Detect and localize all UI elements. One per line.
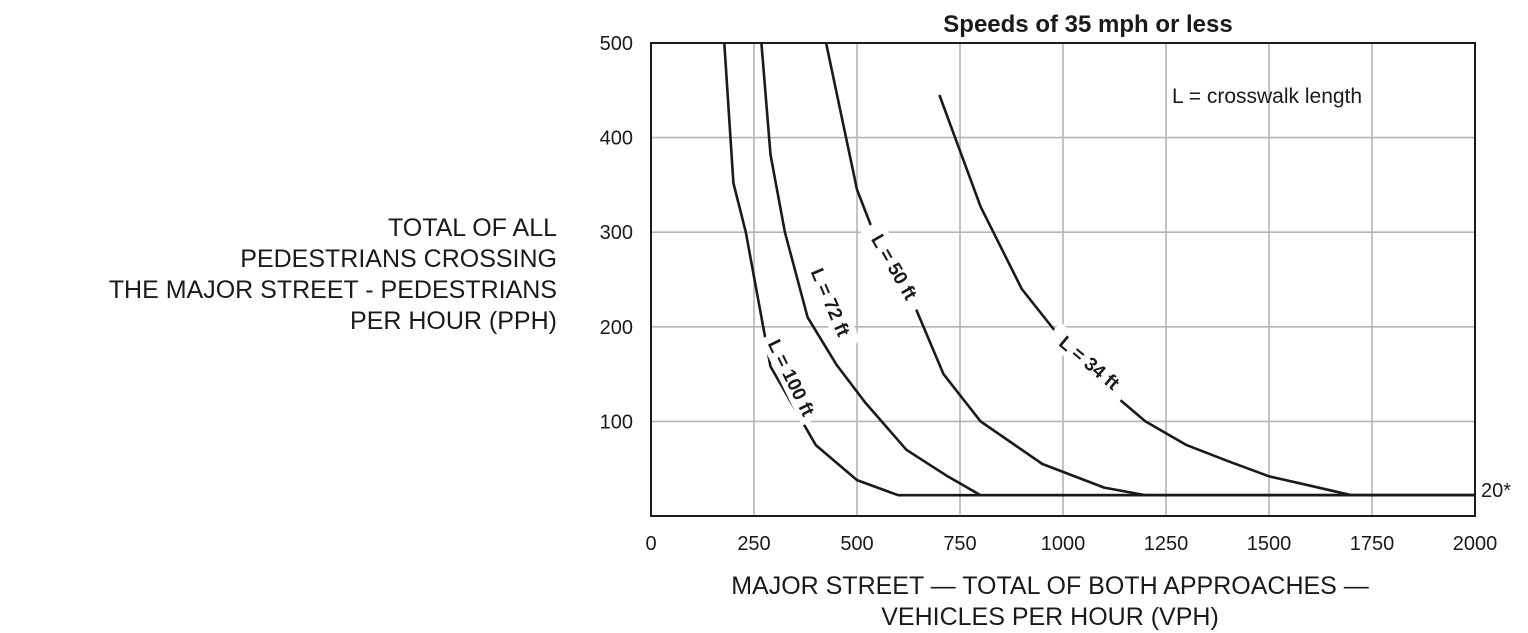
chart-title: Speeds of 35 mph or less bbox=[943, 11, 1232, 38]
x-tick-label: 750 bbox=[943, 533, 976, 555]
x-tick-label: 0 bbox=[645, 533, 656, 555]
x-tick-label: 1750 bbox=[1350, 533, 1395, 555]
x-tick-label: 1500 bbox=[1247, 533, 1292, 555]
series-label-bg bbox=[1045, 322, 1135, 403]
floor-label: 20* bbox=[1481, 480, 1511, 502]
y-axis-label-line: PEDESTRIANS CROSSING bbox=[240, 245, 557, 273]
x-axis-label: MAJOR STREET — TOTAL OF BOTH APPROACHES … bbox=[731, 572, 1369, 631]
series-label-text: L = 72 ft bbox=[806, 265, 854, 340]
y-axis-label-line: PER HOUR (PPH) bbox=[350, 307, 557, 335]
x-tick-label: 500 bbox=[840, 533, 873, 555]
y-axis-label-line: TOTAL OF ALL bbox=[388, 214, 557, 242]
series-line-1 bbox=[723, 42, 1475, 497]
x-tick-label: 1250 bbox=[1144, 533, 1189, 555]
x-tick-label: 2000 bbox=[1453, 533, 1498, 555]
series-line-2 bbox=[760, 42, 1475, 497]
x-axis-label-line: VEHICLES PER HOUR (VPH) bbox=[881, 603, 1219, 631]
y-axis-label-line: THE MAJOR STREET - PEDESTRIANS bbox=[109, 276, 557, 304]
series-label-bg bbox=[801, 253, 861, 351]
y-axis-label: TOTAL OF ALL PEDESTRIANS CROSSING THE MAJO… bbox=[109, 214, 557, 335]
plot-frame bbox=[650, 42, 1476, 517]
grid bbox=[651, 43, 1475, 516]
ticks: 0 250 500 750 1000 1250 1500 1750 2000 100 200 300 4… bbox=[600, 33, 1498, 555]
series-label-1: L = 100 ft bbox=[759, 329, 824, 426]
x-axis-label-line: MAJOR STREET — TOTAL OF BOTH APPROACHES … bbox=[731, 572, 1369, 600]
y-tick-label: 100 bbox=[600, 411, 633, 433]
series-label-bg bbox=[860, 219, 930, 315]
series-label-bg bbox=[759, 329, 824, 426]
series-label-3: L = 50 ft bbox=[860, 219, 930, 315]
series-line-3 bbox=[824, 42, 1475, 497]
series-label-2: L = 72 ft bbox=[801, 253, 861, 351]
series-line-4 bbox=[938, 94, 1475, 497]
x-tick-label: 1000 bbox=[1041, 533, 1086, 555]
y-tick-label: 500 bbox=[600, 33, 633, 55]
x-tick-label: 250 bbox=[737, 533, 770, 555]
legend-annotation: L = crosswalk length bbox=[1172, 85, 1362, 108]
series-group bbox=[723, 42, 1475, 497]
y-tick-label: 300 bbox=[600, 222, 633, 244]
series-label-4: L = 34 ft bbox=[1045, 322, 1135, 403]
y-tick-label: 200 bbox=[600, 317, 633, 339]
series-labels: L = 100 ftL = 72 ft L = 50 ft L = 34 ft bbox=[759, 219, 1135, 426]
y-tick-label: 400 bbox=[600, 128, 633, 150]
series-label-text: L = 34 ft bbox=[1054, 332, 1123, 395]
